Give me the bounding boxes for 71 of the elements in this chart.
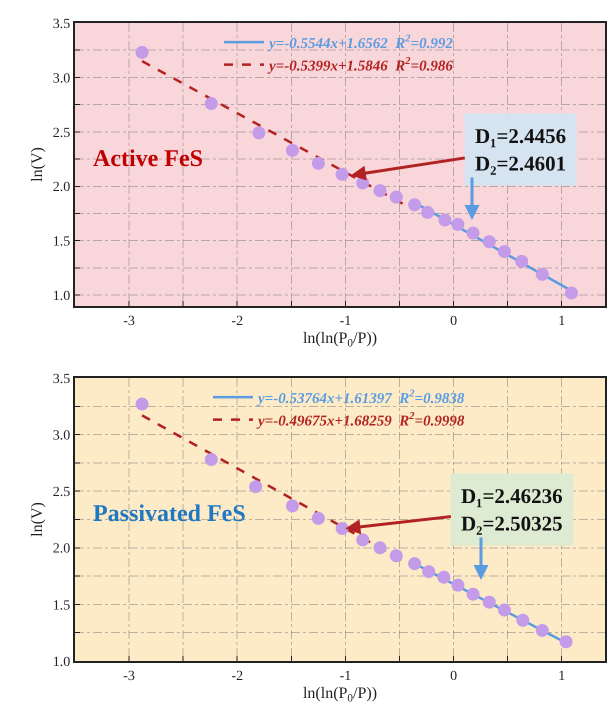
point (482, 235, 496, 248)
point (536, 268, 549, 281)
point (536, 624, 549, 637)
point (451, 218, 464, 231)
point (286, 499, 299, 512)
x-tick-label: 1 (558, 668, 566, 684)
point (336, 522, 349, 536)
point (336, 168, 349, 181)
annotation: D₁=2.4456 D₂=2.4601 (475, 124, 566, 176)
y-tick-label: 1.5 (52, 234, 70, 250)
point (374, 541, 387, 554)
point (498, 245, 511, 258)
y-tick-label: 1.0 (52, 289, 70, 304)
y-tick-label: 3.0 (52, 428, 70, 444)
point (204, 97, 218, 110)
y-tick-label: 2.0 (52, 180, 70, 196)
y-tick-label: 2.5 (52, 126, 70, 141)
x-tick-label: -2 (231, 314, 244, 329)
point (482, 596, 496, 609)
point (437, 570, 450, 584)
point (516, 614, 530, 627)
point (408, 198, 422, 212)
y-tick-label: 1.0 (52, 654, 70, 670)
y-axis-title: ln(V) (29, 502, 46, 537)
point (466, 588, 480, 601)
point (390, 549, 403, 562)
legend-label: y=-0.5399x+1.5846 R$^{2}$=0.986 (267, 56, 454, 74)
x-tick-label: -1 (340, 314, 352, 329)
point (408, 557, 422, 570)
point (374, 184, 387, 198)
point (560, 635, 573, 648)
y-tick-label: 1.5 (52, 598, 70, 614)
point (451, 578, 464, 592)
x-tick-label: 1 (558, 314, 566, 329)
point (136, 46, 149, 59)
point (252, 126, 266, 140)
x-axis-title: ln(ln(P$_{0}$/P)) (302, 685, 378, 704)
x-axis-title: ln(ln(P$_{0}$/P)) (302, 330, 378, 350)
point (136, 398, 149, 411)
point (422, 565, 436, 578)
y-tick-label: 3.0 (52, 71, 70, 86)
legend-label: y=-0.53764x+1.61397 R$^{2}$=0.9838 (256, 388, 465, 407)
point (249, 480, 262, 494)
y-tick-label: 2.5 (52, 485, 70, 500)
point (466, 226, 480, 240)
y-axis-title: ln(V) (29, 147, 46, 182)
x-tick-label: 0 (450, 668, 458, 684)
point (286, 144, 299, 157)
point (312, 512, 325, 525)
point (421, 206, 434, 219)
annotation: D₁=2.46236 D₂=2.50325 (461, 484, 563, 536)
y-tick-label: 3.5 (52, 372, 70, 387)
point (204, 453, 218, 466)
x-tick-label: -1 (340, 668, 352, 684)
y-tick-label: 2.0 (52, 542, 70, 557)
x-tick-label: -3 (123, 314, 135, 329)
x-tick-label: 0 (450, 314, 458, 329)
point (564, 286, 578, 300)
point (390, 190, 403, 204)
legend-label: y=-0.5544x+1.6562 R$^{2}$=0.992 (267, 34, 454, 52)
point (356, 533, 370, 546)
annotation: Active FeS (93, 146, 203, 172)
x-tick-label: -3 (123, 668, 135, 684)
y-tick-label: 3.5 (52, 16, 70, 32)
annotation: Passivated FeS (93, 501, 246, 527)
point (498, 604, 511, 617)
legend-label: y=-0.49675x+1.68259 R$^{2}$=0.9998 (256, 411, 465, 430)
point (515, 254, 528, 268)
x-tick-label: -2 (231, 668, 244, 684)
point (438, 214, 452, 227)
point (312, 156, 325, 170)
